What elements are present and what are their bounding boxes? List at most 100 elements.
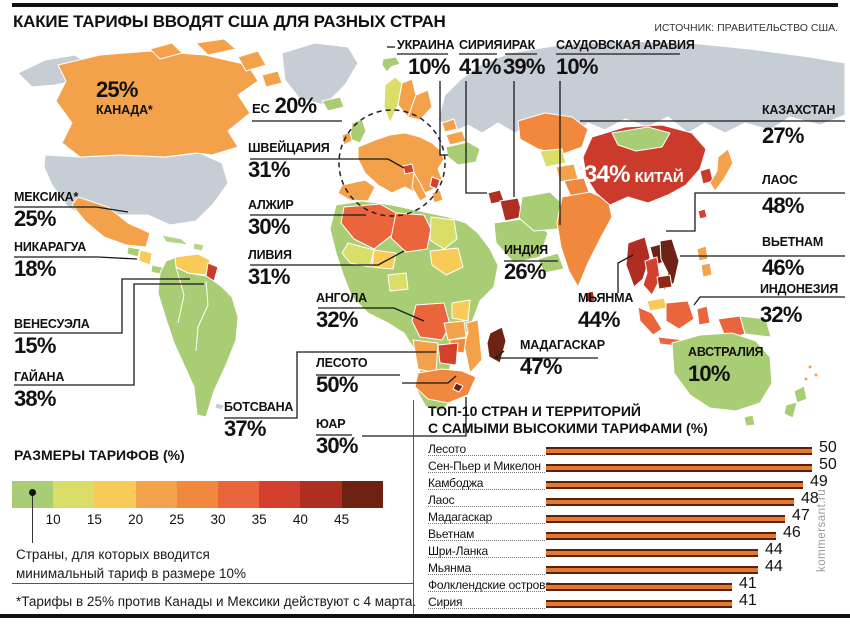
dotted-leader [428, 489, 545, 490]
map-shape-south-america [157, 256, 239, 418]
tariff-value: 15% [14, 333, 56, 358]
tariff-value: 44% [578, 307, 620, 332]
map-shape-canada-island [261, 70, 283, 88]
tariff-value: 34% [584, 161, 630, 188]
tariff-value: 18% [14, 256, 56, 281]
map-shape-mozambique [463, 319, 483, 374]
legend-ticks: 10 15 20 25 30 35 40 45 [12, 512, 384, 528]
map-shape-cuba [161, 234, 189, 246]
map-label-venezuela: ВЕНЕСУЭЛА 15% [14, 317, 90, 358]
country-name: ЮАР [316, 417, 346, 431]
bar [546, 464, 812, 472]
map-label-myanmar: МЬЯНМА 44% [578, 291, 634, 332]
tariff-value: 10% [408, 54, 450, 79]
map-shape-mexico [71, 196, 151, 248]
map-shape-canada-island [195, 38, 237, 56]
country-name: УКРАИНА [397, 38, 455, 52]
country-name: САУДОВСКАЯ АРАВИЯ [556, 38, 695, 52]
country-name: МЕКСИКА* [14, 190, 79, 204]
label-connectors [14, 46, 845, 437]
map-shape-fiji [813, 372, 819, 378]
legend-swatch-3 [135, 481, 177, 508]
country-name: БОТСВАНА [224, 400, 294, 414]
map-label-madagascar: МАДАГАСКАР 47% [520, 339, 605, 379]
legend-swatch-8 [341, 481, 383, 508]
map-shape-iberia [337, 179, 376, 202]
map-shape-sudan [429, 247, 464, 276]
bar-row-4: Лаос 48 [428, 490, 842, 509]
bar [546, 566, 758, 574]
bar-label: Камбоджа [428, 476, 484, 490]
tariff-value: 27% [762, 123, 804, 148]
country-name: ВЬЕТНАМ [762, 235, 824, 249]
map-label-angola: АНГОЛА 32% [316, 292, 367, 332]
tariff-value: 46% [762, 255, 804, 280]
legend-title: РАЗМЕРЫ ТАРИФОВ (%) [14, 447, 185, 463]
map-shape-falklands [214, 402, 225, 411]
map-label-india: ИНДИЯ 26% [504, 244, 548, 284]
bar-row-3: Камбоджа 49 [428, 473, 842, 492]
map-shape-indonesia-borneo [665, 300, 695, 330]
map-shape-philippines [700, 262, 713, 278]
country-name: ЛЕСОТО [316, 356, 368, 370]
tariff-value: 38% [14, 386, 56, 411]
map-label-china: 34% КИТАЙ [584, 161, 684, 188]
map-shape-namibia [412, 339, 439, 374]
map-shape-zambia [443, 320, 467, 341]
map-shape-guatemala [126, 246, 141, 258]
legend-tick-15: 15 [86, 512, 102, 527]
legend-tick-45: 45 [334, 512, 350, 527]
dotted-leader [428, 557, 545, 558]
map-shape-tasmania [743, 414, 756, 427]
map-label-saudi-arabia: САУДОВСКАЯ АРАВИЯ 10% [556, 38, 695, 79]
dotted-leader [428, 472, 545, 473]
map-label-vietnam: ВЬЕТНАМ 46% [762, 235, 824, 280]
map-shape-canada-island [149, 42, 183, 60]
bar-label: Лаос [428, 493, 455, 507]
map-shape-myanmar [625, 236, 651, 288]
bar [546, 549, 758, 557]
map-shape-uk [349, 118, 367, 144]
page-title: КАКИЕ ТАРИФЫ ВВОДЯТ США ДЛЯ РАЗНЫХ СТРАН [13, 12, 446, 31]
bar-value: 49 [810, 473, 828, 490]
map-shape-new-zealand [793, 385, 808, 404]
bar-row-5: Мадагаскар 47 [428, 507, 842, 526]
bar-label: Мадагаскар [428, 510, 493, 524]
map-shape-guyana [205, 262, 219, 282]
tariff-value: 30% [248, 214, 290, 239]
country-name: МЬЯНМА [578, 291, 634, 305]
map-shape-angola [411, 302, 451, 341]
map-shape-south-africa [414, 368, 477, 404]
map-shape-japan [709, 148, 734, 192]
legend-tick-30: 30 [210, 512, 226, 527]
map-label-guyana: ГАЙАНА 38% [14, 371, 64, 411]
bar-row-7: Шри-Ланка 44 [428, 541, 842, 560]
map-shape-kenya-tanzania [451, 299, 471, 322]
country-name: ВЕНЕСУЭЛА [14, 317, 90, 331]
map-label-iraq: ИРАК 39% [503, 39, 545, 79]
legend-tick-35: 35 [251, 512, 267, 527]
map-label-lesotho: ЛЕСОТО 50% [316, 356, 368, 397]
map-shape-nigeria [387, 272, 409, 292]
country-name: ИНДОНЕЗИЯ [760, 282, 839, 296]
dotted-leader [428, 540, 545, 541]
bar-value: 48 [801, 490, 819, 507]
country-name: ШВЕЙЦАРИЯ [248, 141, 330, 155]
top10-rows: Лесото 50 Сен-Пьер и Микелон 50 Камбоджа 49 Ла… [428, 439, 842, 611]
europe-highlight-circle [338, 109, 446, 217]
map-shape-madagascar [486, 326, 507, 364]
country-name: КИТАЙ [634, 169, 684, 186]
bar-value: 44 [765, 558, 783, 575]
tariff-value: 39% [503, 54, 545, 79]
bar-label: Сен-Пьер и Микелон [428, 459, 541, 473]
map-shape-greece [431, 189, 444, 204]
map-shape-australia [671, 332, 773, 412]
dotted-leader [428, 506, 545, 507]
bar-label: Сирия [428, 595, 463, 609]
legend-swatch-4 [176, 481, 218, 508]
map-shape-fiji [807, 364, 813, 370]
map-shape-libya [390, 212, 432, 253]
dotted-leader [428, 591, 545, 592]
map-shape-thailand [642, 256, 661, 296]
tariff-value: 41% [459, 54, 501, 79]
